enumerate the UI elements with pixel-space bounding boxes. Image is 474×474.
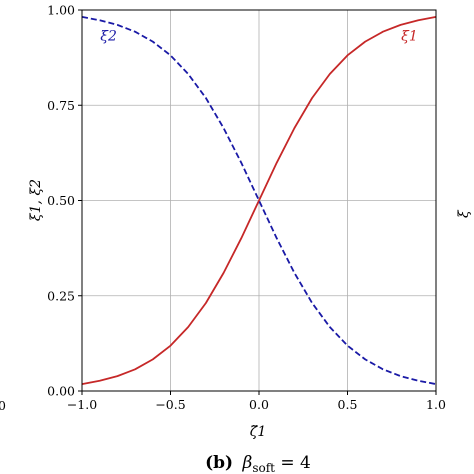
series-annotation-xi2: ξ2 <box>100 28 117 44</box>
x-axis-label: ζ̃1 <box>250 424 267 440</box>
y-tick-label: 0.50 <box>47 193 75 208</box>
y-tick-label: 0.00 <box>47 384 75 399</box>
y-tick-label: 1.00 <box>47 3 75 18</box>
series-line-xi1 <box>81 15 437 386</box>
right-edge-label-fragment: ξ <box>456 209 472 218</box>
series-annotation-xi1: ξ1 <box>401 28 418 44</box>
y-tick-label: 0.75 <box>47 98 75 113</box>
x-tick-label: −0.5 <box>155 397 185 412</box>
caption-label: (b) <box>205 453 233 473</box>
x-tick-label: 0.0 <box>249 397 269 412</box>
x-tick-label: 0.5 <box>338 397 358 412</box>
y-axis-label: ξ1, ξ2 <box>28 179 44 221</box>
y-tick-label: 0.25 <box>47 288 75 303</box>
x-tick-label: 1.0 <box>426 397 446 412</box>
series-annotations: ξ2 ξ1 <box>100 28 418 44</box>
x-tick-label: −1.0 <box>67 397 97 412</box>
caption-rest: = 4 <box>275 453 311 473</box>
caption-subscript: soft <box>252 461 275 474</box>
series-group <box>81 15 437 386</box>
figure-caption: (b) βsoft = 4 <box>205 453 311 474</box>
left-edge-tick-fragment: 0 <box>0 398 6 413</box>
caption-symbol: β <box>242 453 253 473</box>
axis-ticks: −1.0 −0.5 0.0 0.5 1.0 0.00 0.25 0.50 0.75 1.00 <box>47 3 446 413</box>
